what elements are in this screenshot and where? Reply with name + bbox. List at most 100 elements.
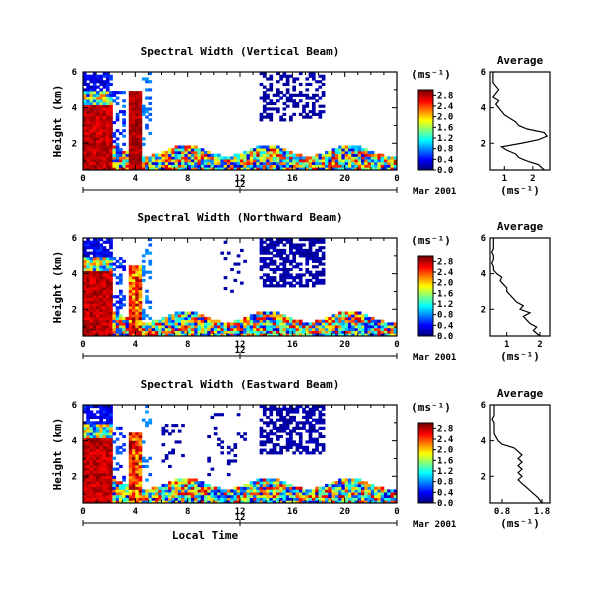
heatmap-cell [272,156,277,160]
heatmap-cell [289,405,293,409]
heatmap-cell [269,429,274,433]
heatmap-cell [148,306,153,310]
heatmap-cell [305,262,310,266]
heatmap-cell [83,104,87,108]
heatmap-cell [112,481,117,485]
heatmap-cell [272,101,277,106]
heatmap-cell [190,327,195,331]
heatmap-cell [86,500,90,504]
heatmap-cell [96,462,100,466]
heatmap-cell [99,142,104,146]
heatmap-cell [298,437,303,441]
heatmap-cell [243,325,247,329]
heatmap-cell [338,148,342,152]
heatmap-cell [226,462,231,466]
heatmap-cell [118,445,123,449]
heatmap-cell [102,267,107,272]
heatmap-cell [364,322,368,326]
heatmap-cell [308,489,313,493]
x-tick-label: 12 [235,340,246,350]
heatmap-cell [285,276,290,280]
heatmap-cell [99,137,104,141]
heatmap-cell [269,240,274,244]
heatmap-cell [174,327,179,331]
heatmap-cell [295,281,300,285]
heatmap-cell [318,451,323,455]
heatmap-cell [272,145,277,149]
heatmap-cell [256,159,261,163]
heatmap-cell [148,421,153,425]
heatmap-cell [132,467,136,471]
heatmap-cell [253,489,257,493]
heatmap-cell [145,77,149,81]
heatmap-cell [259,153,264,157]
heatmap-cell [96,330,100,334]
heatmap-cell [194,489,198,493]
heatmap-cell [135,316,139,321]
heatmap-cell [125,319,130,323]
heatmap-cell [302,421,306,425]
heatmap-cell [217,161,221,165]
heatmap-cell [86,297,90,302]
heatmap-cell [315,494,319,498]
heatmap-cell [259,500,264,504]
average-y-tick-label: 6 [481,401,486,411]
heatmap-cell [262,265,267,269]
heatmap-cell [236,319,241,323]
heatmap-cell [102,454,107,458]
heatmap-cell [253,319,257,323]
heatmap-cell [377,494,382,498]
heatmap-cell [92,80,97,84]
heatmap-cell [83,426,87,430]
heatmap-cell [115,259,120,263]
heatmap-cell [295,443,300,447]
heatmap-cell [99,448,104,452]
heatmap-cell [194,156,198,160]
heatmap-cell [105,316,110,321]
heatmap-cell [105,407,110,411]
heatmap-cell [118,156,123,160]
heatmap-cell [132,123,136,127]
heatmap-cell [177,483,182,488]
heatmap-cell [96,297,100,302]
heatmap-cell [272,483,277,488]
heatmap-cell [164,161,169,165]
heatmap-cell [184,167,189,171]
heatmap-cell [226,156,231,160]
heatmap-cell [351,156,355,160]
heatmap-cell [246,489,251,493]
heatmap-cell [282,418,287,422]
heatmap-cell [253,156,257,160]
heatmap-cell [289,325,293,329]
heatmap-cell [377,322,382,326]
heatmap-cell [289,284,293,288]
heatmap-cell [194,148,198,152]
heatmap-cell [269,325,274,329]
heatmap-cell [135,303,139,307]
heatmap-cell [86,107,90,111]
heatmap-cell [89,327,94,331]
heatmap-cell [83,451,87,455]
colorbar-segment [418,447,433,450]
heatmap-cell [109,99,113,103]
heatmap-cell [92,486,97,490]
heatmap-cell [315,257,319,261]
heatmap-cell [204,167,208,171]
heatmap-cell [328,333,332,337]
heatmap-cell [105,265,110,269]
heatmap-cell [279,150,283,155]
heatmap-cell [109,434,113,439]
heatmap-cell [109,240,113,244]
heatmap-cell [305,248,310,253]
colorbar-unit: (ms⁻¹) [411,234,451,247]
heatmap-cell [83,150,87,155]
heatmap-cell [161,497,166,501]
heatmap-cell [171,481,175,485]
heatmap-cell [298,82,303,87]
heatmap-cell [266,145,270,149]
heatmap-cell [105,289,110,293]
heatmap-cell [259,486,264,490]
heatmap-cell [269,267,274,272]
heatmap-cell [364,161,368,165]
colorbar-segment [418,330,433,333]
